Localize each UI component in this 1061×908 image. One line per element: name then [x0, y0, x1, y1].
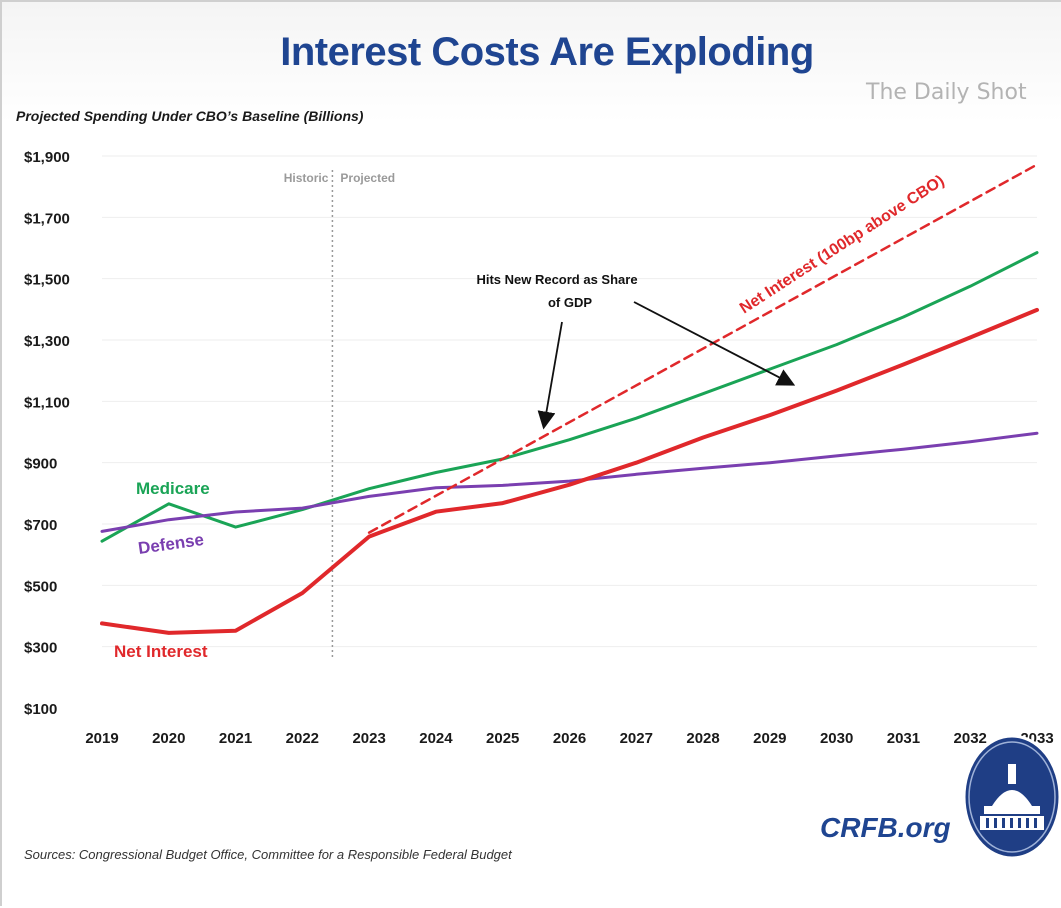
y-axis: $100 $300 $500 $700 $900 $1,100 $1,300 $1,500 $1… [24, 149, 70, 718]
x-tick-label: 2025 [486, 730, 519, 747]
annotations: Hits New Record as Share of GDP [476, 272, 796, 430]
series-line-net-interest-alt [367, 163, 1039, 534]
gridlines [102, 155, 1037, 648]
annotation-arrow [633, 301, 796, 386]
y-tick-label: $1,300 [24, 333, 70, 350]
series-line-defense [100, 431, 1039, 533]
record-annotation-text: of GDP [548, 295, 592, 310]
chart-subtitle: Projected Spending Under CBO’s Baseline … [16, 108, 364, 124]
y-tick-label: $1,100 [24, 394, 70, 411]
x-tick-label: 2020 [152, 730, 185, 747]
x-tick-label: 2026 [553, 730, 586, 747]
source-note: Sources: Congressional Budget Office, Co… [24, 847, 512, 862]
series-label-net-interest: Net Interest [114, 642, 208, 661]
crfb-capitol-seal-icon [962, 734, 1061, 860]
historic-label: Historic [284, 171, 329, 185]
x-tick-label: 2019 [85, 730, 118, 747]
series-label-defense: Defense [137, 530, 205, 558]
y-tick-label: $900 [24, 456, 57, 473]
x-tick-label: 2028 [686, 730, 719, 747]
y-tick-label: $1,700 [24, 210, 70, 227]
y-tick-label: $1,500 [24, 272, 70, 289]
x-tick-label: 2023 [352, 730, 385, 747]
series-label-medicare: Medicare [136, 479, 210, 498]
series-label-net-interest-alt: Net Interest (100bp above CBO) [737, 172, 948, 317]
series-lines [100, 163, 1039, 635]
x-axis: 2019 2020 2021 2022 2023 2024 2025 2026 2027 2028… [85, 730, 1053, 747]
series-labels: Medicare Defense Net Interest Net Interest … [114, 172, 948, 661]
x-tick-label: 2030 [820, 730, 853, 747]
series-line-medicare [100, 251, 1039, 543]
x-tick-label: 2021 [219, 730, 252, 747]
crfb-logo-text: CRFB.org [820, 812, 951, 843]
y-tick-label: $500 [24, 578, 57, 595]
x-tick-label: 2027 [620, 730, 653, 747]
x-tick-label: 2031 [887, 730, 920, 747]
record-annotation-text: Hits New Record as Share [476, 272, 637, 287]
historic-projected-divider: Historic Projected [284, 170, 395, 658]
y-tick-label: $300 [24, 640, 57, 657]
chart-title: Interest Costs Are Exploding [280, 30, 814, 74]
annotation-arrow [537, 321, 563, 430]
x-tick-label: 2029 [753, 730, 786, 747]
series-line-net-interest [100, 307, 1039, 635]
projected-label: Projected [340, 171, 395, 185]
x-tick-label: 2032 [954, 730, 987, 747]
y-tick-label: $100 [24, 701, 57, 718]
x-tick-label: 2024 [419, 730, 453, 747]
y-tick-label: $1,900 [24, 149, 70, 166]
x-tick-label: 2022 [286, 730, 319, 747]
y-tick-label: $700 [24, 517, 57, 534]
watermark: The Daily Shot [866, 80, 1027, 105]
